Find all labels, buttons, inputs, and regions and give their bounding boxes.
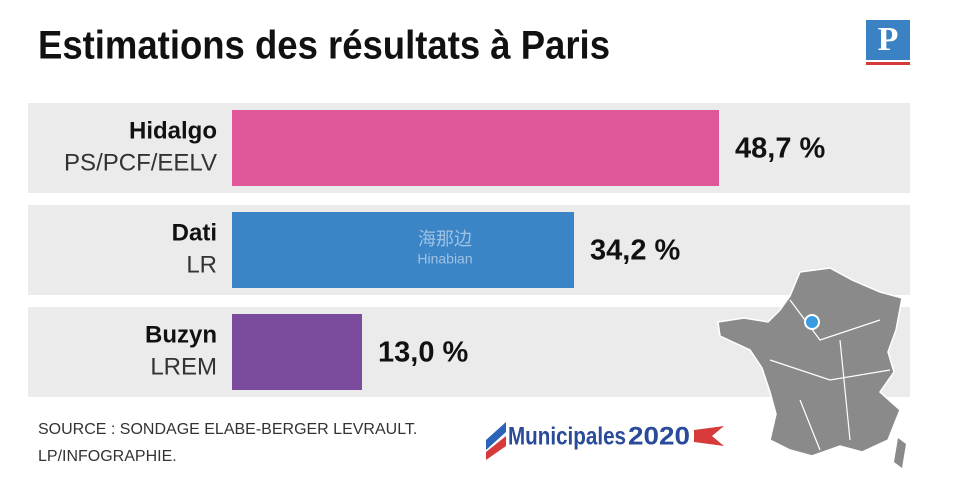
event-logo: Municipales 2020 (486, 422, 724, 460)
value-label: 48,7 % (735, 133, 825, 165)
bar (232, 212, 574, 288)
rows: Hidalgo PS/PCF/EELV 48,7 % Dati LR 34,2 % Buzy… (28, 103, 910, 397)
logo-text: P (878, 21, 899, 58)
logo-name: Municipales (508, 423, 626, 451)
map-regions (769, 299, 891, 451)
candidate-name: Hidalgo (129, 117, 217, 144)
logo-flag (486, 436, 506, 460)
value-label: 13,0 % (378, 337, 468, 369)
candidate-name: Buzyn (145, 321, 217, 348)
bar (232, 110, 719, 186)
party-name: LR (186, 251, 217, 278)
party-name: LREM (150, 353, 217, 380)
bar (232, 314, 362, 390)
france-map (717, 267, 906, 468)
chart-title: Estimations des résultats à Paris (38, 24, 610, 68)
map-corsica (894, 438, 906, 468)
value-label: 34,2 % (590, 235, 680, 267)
paris-dot (804, 314, 820, 330)
map-shape (717, 267, 903, 457)
logo-box (866, 20, 910, 60)
logo-underline (866, 62, 910, 65)
logo-flag (486, 422, 506, 450)
logo-year: 2020 (628, 423, 690, 451)
watermark: Hinabian (417, 251, 472, 267)
party-name: PS/PCF/EELV (64, 149, 217, 176)
candidate-name: Dati (172, 219, 217, 246)
watermark: 海那边 (418, 229, 472, 249)
source-line: LP/INFOGRAPHIE. (38, 448, 177, 465)
source-line: SOURCE : SONDAGE ELABE-BERGER LEVRAULT. (38, 421, 417, 438)
logo-flag (694, 426, 724, 446)
